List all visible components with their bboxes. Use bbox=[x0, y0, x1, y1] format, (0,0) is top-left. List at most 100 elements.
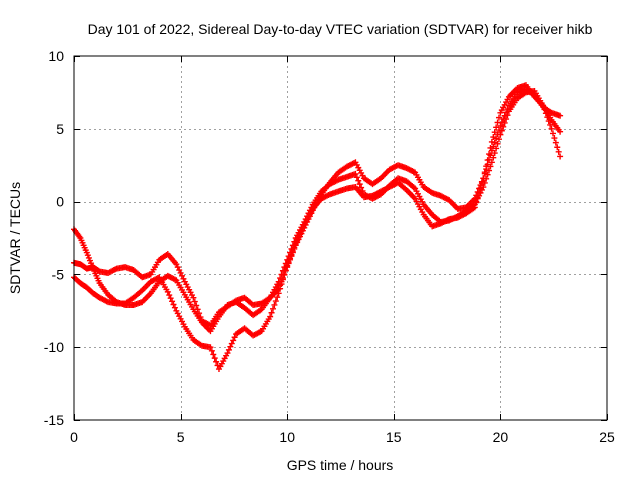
data-point-interp bbox=[555, 148, 562, 155]
data-point-interp bbox=[478, 180, 485, 187]
data-point-interp bbox=[295, 234, 302, 241]
data-point-interp bbox=[170, 301, 177, 308]
data-point-interp bbox=[477, 185, 484, 192]
x-tick-label-10: 10 bbox=[279, 429, 295, 445]
data-point-interp bbox=[281, 271, 288, 278]
data-point-interp bbox=[274, 294, 281, 301]
data-point-interp bbox=[228, 340, 235, 347]
data-point-interp bbox=[167, 295, 174, 302]
data-point-interp bbox=[279, 276, 286, 283]
data-point bbox=[557, 112, 564, 119]
data-point-interp bbox=[495, 136, 502, 143]
data-point-interp bbox=[288, 251, 295, 258]
data-point bbox=[224, 350, 231, 357]
data-point-interp bbox=[298, 228, 305, 235]
data-point-interp bbox=[285, 259, 292, 266]
y-tick-label-5: 5 bbox=[56, 121, 64, 137]
data-layer bbox=[71, 82, 564, 373]
data-point-interp bbox=[211, 355, 218, 362]
data-point bbox=[480, 175, 487, 182]
data-point-interp bbox=[230, 337, 237, 344]
data-point-interp bbox=[490, 154, 497, 161]
data-point-interp bbox=[191, 298, 198, 305]
data-point-interp bbox=[494, 140, 501, 147]
data-point-interp bbox=[500, 123, 507, 130]
data-point-interp bbox=[554, 144, 561, 151]
data-point-interp bbox=[227, 343, 234, 350]
y-tick-label--5: -5 bbox=[52, 266, 65, 282]
data-point-interp bbox=[501, 119, 508, 126]
data-point-interp bbox=[504, 112, 511, 119]
x-tick-label-15: 15 bbox=[386, 429, 402, 445]
data-point-interp bbox=[486, 167, 493, 174]
data-point-interp bbox=[353, 174, 360, 181]
data-point-interp bbox=[287, 255, 294, 262]
data-point-interp bbox=[484, 157, 491, 164]
data-point-interp bbox=[494, 119, 501, 126]
data-point-interp bbox=[490, 134, 497, 141]
data-point-interp bbox=[291, 244, 298, 251]
data-point-interp bbox=[289, 248, 296, 255]
data-point-interp bbox=[503, 116, 510, 123]
data-point-interp bbox=[231, 334, 238, 341]
data-point-interp bbox=[214, 362, 221, 369]
data-point-interp bbox=[495, 114, 502, 121]
y-tick-label-0: 0 bbox=[56, 194, 64, 210]
data-point-interp bbox=[268, 309, 275, 316]
data-point-interp bbox=[356, 181, 363, 188]
data-point-interp bbox=[213, 358, 220, 365]
data-point-interp bbox=[210, 351, 217, 358]
data-point-interp bbox=[272, 298, 279, 305]
x-tick-label-20: 20 bbox=[493, 429, 509, 445]
x-axis-label: GPS time / hours bbox=[287, 457, 394, 473]
y-tick-label--15: -15 bbox=[44, 412, 64, 428]
data-point bbox=[267, 313, 274, 320]
data-point-interp bbox=[294, 237, 301, 244]
series-trace-c bbox=[71, 82, 564, 373]
data-point-interp bbox=[296, 231, 303, 238]
plot-frame bbox=[73, 55, 608, 421]
data-point-interp bbox=[358, 184, 365, 191]
y-axis-label: SDTVAR / TECUs bbox=[7, 182, 23, 294]
data-point bbox=[164, 288, 171, 295]
data-point-interp bbox=[299, 225, 306, 232]
data-point-interp bbox=[166, 292, 173, 299]
data-point bbox=[497, 122, 504, 129]
data-point-interp bbox=[491, 129, 498, 136]
data-point-interp bbox=[498, 127, 505, 134]
data-point bbox=[292, 240, 299, 247]
tick-layer bbox=[74, 56, 608, 421]
data-point bbox=[497, 131, 504, 138]
data-point-interp bbox=[493, 124, 500, 131]
x-tick-label-5: 5 bbox=[177, 429, 185, 445]
data-point bbox=[488, 138, 495, 145]
series-trace-b bbox=[71, 87, 564, 335]
data-point-interp bbox=[355, 177, 362, 184]
data-point-interp bbox=[491, 150, 498, 157]
chart-title: Day 101 of 2022, Sidereal Day-to-day VTE… bbox=[88, 21, 593, 37]
data-point-interp bbox=[169, 298, 176, 305]
data-point-interp bbox=[474, 194, 481, 201]
data-point bbox=[557, 153, 564, 160]
data-point bbox=[488, 159, 495, 166]
data-point-interp bbox=[193, 302, 200, 309]
data-point bbox=[284, 262, 291, 269]
data-point-interp bbox=[481, 169, 488, 176]
data-point-interp bbox=[552, 139, 559, 146]
x-tick-label-25: 25 bbox=[599, 429, 615, 445]
y-tick-label-10: 10 bbox=[48, 48, 64, 64]
data-point-interp bbox=[208, 347, 215, 354]
data-point-interp bbox=[493, 135, 500, 142]
data-point-interp bbox=[493, 145, 500, 152]
data-point-interp bbox=[271, 301, 278, 308]
data-point-interp bbox=[225, 346, 232, 353]
y-tick-label--10: -10 bbox=[44, 339, 64, 355]
data-point-interp bbox=[483, 163, 490, 170]
data-point-interp bbox=[476, 189, 483, 196]
x-tick-label-0: 0 bbox=[70, 429, 78, 445]
data-point bbox=[548, 125, 555, 132]
data-point bbox=[207, 344, 214, 351]
data-point-interp bbox=[547, 121, 554, 128]
